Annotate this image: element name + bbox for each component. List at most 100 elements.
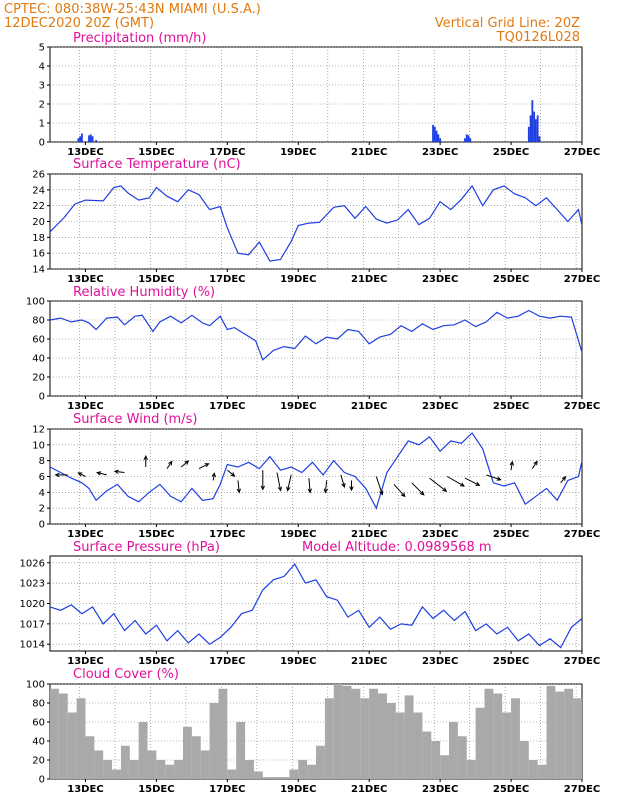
cloud-bar	[360, 698, 370, 779]
panel-cloud: Cloud Cover (%) 0 20 40 60 80 100 13DEC 15DEC 17…	[26, 667, 600, 795]
wind-xtick-label: 27DEC	[564, 529, 600, 540]
wind-arrow	[180, 460, 189, 468]
wind-xtick-label: 21DEC	[351, 529, 387, 540]
cloud-bar	[138, 722, 148, 779]
temp-xtick-label: 27DEC	[564, 274, 600, 285]
cloud-bar	[475, 707, 485, 779]
header-grid-line: Vertical Grid Line: 20Z	[435, 16, 580, 31]
rh-ytick-label: 100	[26, 297, 45, 308]
rh-ytick-label: 0	[39, 392, 45, 403]
wind-arrow-head	[277, 486, 283, 492]
cloud-bar	[546, 685, 556, 779]
cloud-title: Cloud Cover (%)	[73, 667, 179, 682]
rh-ytick-label: 60	[32, 335, 45, 346]
precip-bar	[529, 115, 532, 142]
wind-ytick-label: 6	[39, 472, 45, 483]
cloud-bar	[555, 691, 565, 779]
wind-arrow	[531, 461, 538, 469]
wind-xtick-label: 25DEC	[493, 529, 529, 540]
wind-arrow-head	[77, 472, 83, 477]
rh-ytick-label: 40	[32, 354, 45, 365]
cloud-bar	[457, 736, 467, 779]
cloud-ytick-label: 40	[32, 737, 45, 748]
cloud-bar	[440, 755, 449, 779]
wind-ytick-label: 4	[39, 488, 45, 499]
temp-xtick-label: 15DEC	[138, 274, 174, 285]
wind-arrow	[375, 476, 383, 495]
wind-arrow-head	[143, 455, 148, 461]
cloud-ytick-label: 0	[39, 775, 45, 786]
cloud-bar	[94, 750, 104, 779]
wind-arrow-head	[323, 488, 328, 494]
precip-bar	[81, 133, 83, 142]
cloud-bar	[103, 760, 113, 779]
pressure-series-line	[49, 563, 583, 649]
wind-arrow	[324, 480, 328, 493]
wind-ytick-label: 0	[39, 520, 45, 531]
cloud-bar	[183, 726, 192, 779]
cloud-bar	[307, 764, 316, 779]
temp-ytick-label: 16	[32, 249, 45, 260]
temp-ytick-label: 22	[32, 201, 45, 212]
pressure-xtick-label: 23DEC	[422, 656, 458, 667]
cloud-bar	[484, 688, 494, 779]
pressure-xtick-label: 19DEC	[280, 656, 316, 667]
rh-series-line	[49, 309, 583, 361]
panel-humidity: Relative Humidity (%) 0 20 40 60 80 100 13DEC 1…	[26, 285, 600, 412]
wind-arrow	[308, 478, 311, 493]
precip-bar	[433, 126, 436, 142]
pressure-ytick-label: 1020	[20, 599, 45, 610]
wind-arrow-head	[211, 472, 216, 478]
pressure-annotation: Model Altitude: 0.0989568 m	[302, 540, 492, 555]
cloud-bar	[502, 712, 512, 779]
wind-series-line	[49, 432, 583, 510]
pressure-plot: 1014 1017 1020 1023 1026 13DEC 15DEC 17DEC 19DEC…	[20, 555, 600, 667]
rh-title: Relative Humidity (%)	[73, 285, 215, 300]
precip-xtick-label: 27DEC	[564, 147, 600, 158]
wind-arrow-head	[459, 482, 465, 487]
wind-arrow-head	[400, 492, 406, 498]
wind-arrow	[276, 472, 282, 491]
cloud-ytick-label: 80	[32, 699, 45, 710]
pressure-ytick-label: 1014	[20, 640, 45, 651]
wind-ytick-label: 8	[39, 456, 45, 467]
wind-xtick-label: 17DEC	[209, 529, 245, 540]
pressure-xtick-label: 17DEC	[209, 656, 245, 667]
cloud-bar	[324, 698, 334, 779]
wind-arrow	[340, 474, 345, 488]
wind-arrow	[560, 476, 566, 484]
precip-xtick-label: 21DEC	[351, 147, 387, 158]
wind-arrow	[393, 484, 406, 497]
precip-plot: 0 1 2 3 4 5 13DEC 15DEC 17DEC 19DEC 21DEC 23DEC 25DE…	[39, 43, 601, 159]
wind-arrow-head	[496, 476, 502, 481]
wind-arrow	[237, 480, 240, 493]
precip-xtick-label: 23DEC	[422, 147, 458, 158]
wind-xtick-label: 15DEC	[138, 529, 174, 540]
panel-precipitation: Precipitation (mm/h) 0 1 2 3 4 5 13DEC 15DEC 17D…	[39, 31, 601, 158]
cloud-bar	[519, 741, 529, 779]
cloud-ytick-label: 20	[32, 756, 45, 767]
precip-bar	[464, 138, 466, 142]
wind-plot: 0 2 4 6 8 10 12 13DEC 15DEC 17DEC 19DEC 21DEC 23DEC 2…	[32, 425, 600, 541]
precip-bar	[534, 119, 537, 142]
precip-bar	[432, 124, 434, 142]
cloud-bar	[209, 703, 219, 779]
precip-bar	[89, 134, 92, 142]
header: CPTEC: 080:38W-25:43N MIAMI (U.S.A.) 12D…	[4, 2, 580, 45]
cloud-bar	[386, 703, 396, 779]
cloud-bar	[271, 777, 281, 779]
pressure-xtick-label: 13DEC	[67, 656, 103, 667]
cloud-bar	[466, 760, 476, 779]
cloud-xtick-label: 27DEC	[564, 784, 600, 795]
cloud-bar	[449, 722, 458, 779]
wind-arrow	[114, 470, 125, 474]
cloud-bar	[298, 760, 308, 779]
precip-bar	[88, 135, 90, 142]
wind-arrow-head	[475, 481, 481, 486]
precip-bar	[527, 126, 530, 142]
pressure-xtick-label: 15DEC	[138, 656, 174, 667]
precip-bar	[437, 134, 440, 142]
pressure-ytick-label: 1017	[20, 619, 45, 630]
cloud-bar	[147, 750, 157, 779]
wind-arrow-head	[419, 490, 425, 496]
